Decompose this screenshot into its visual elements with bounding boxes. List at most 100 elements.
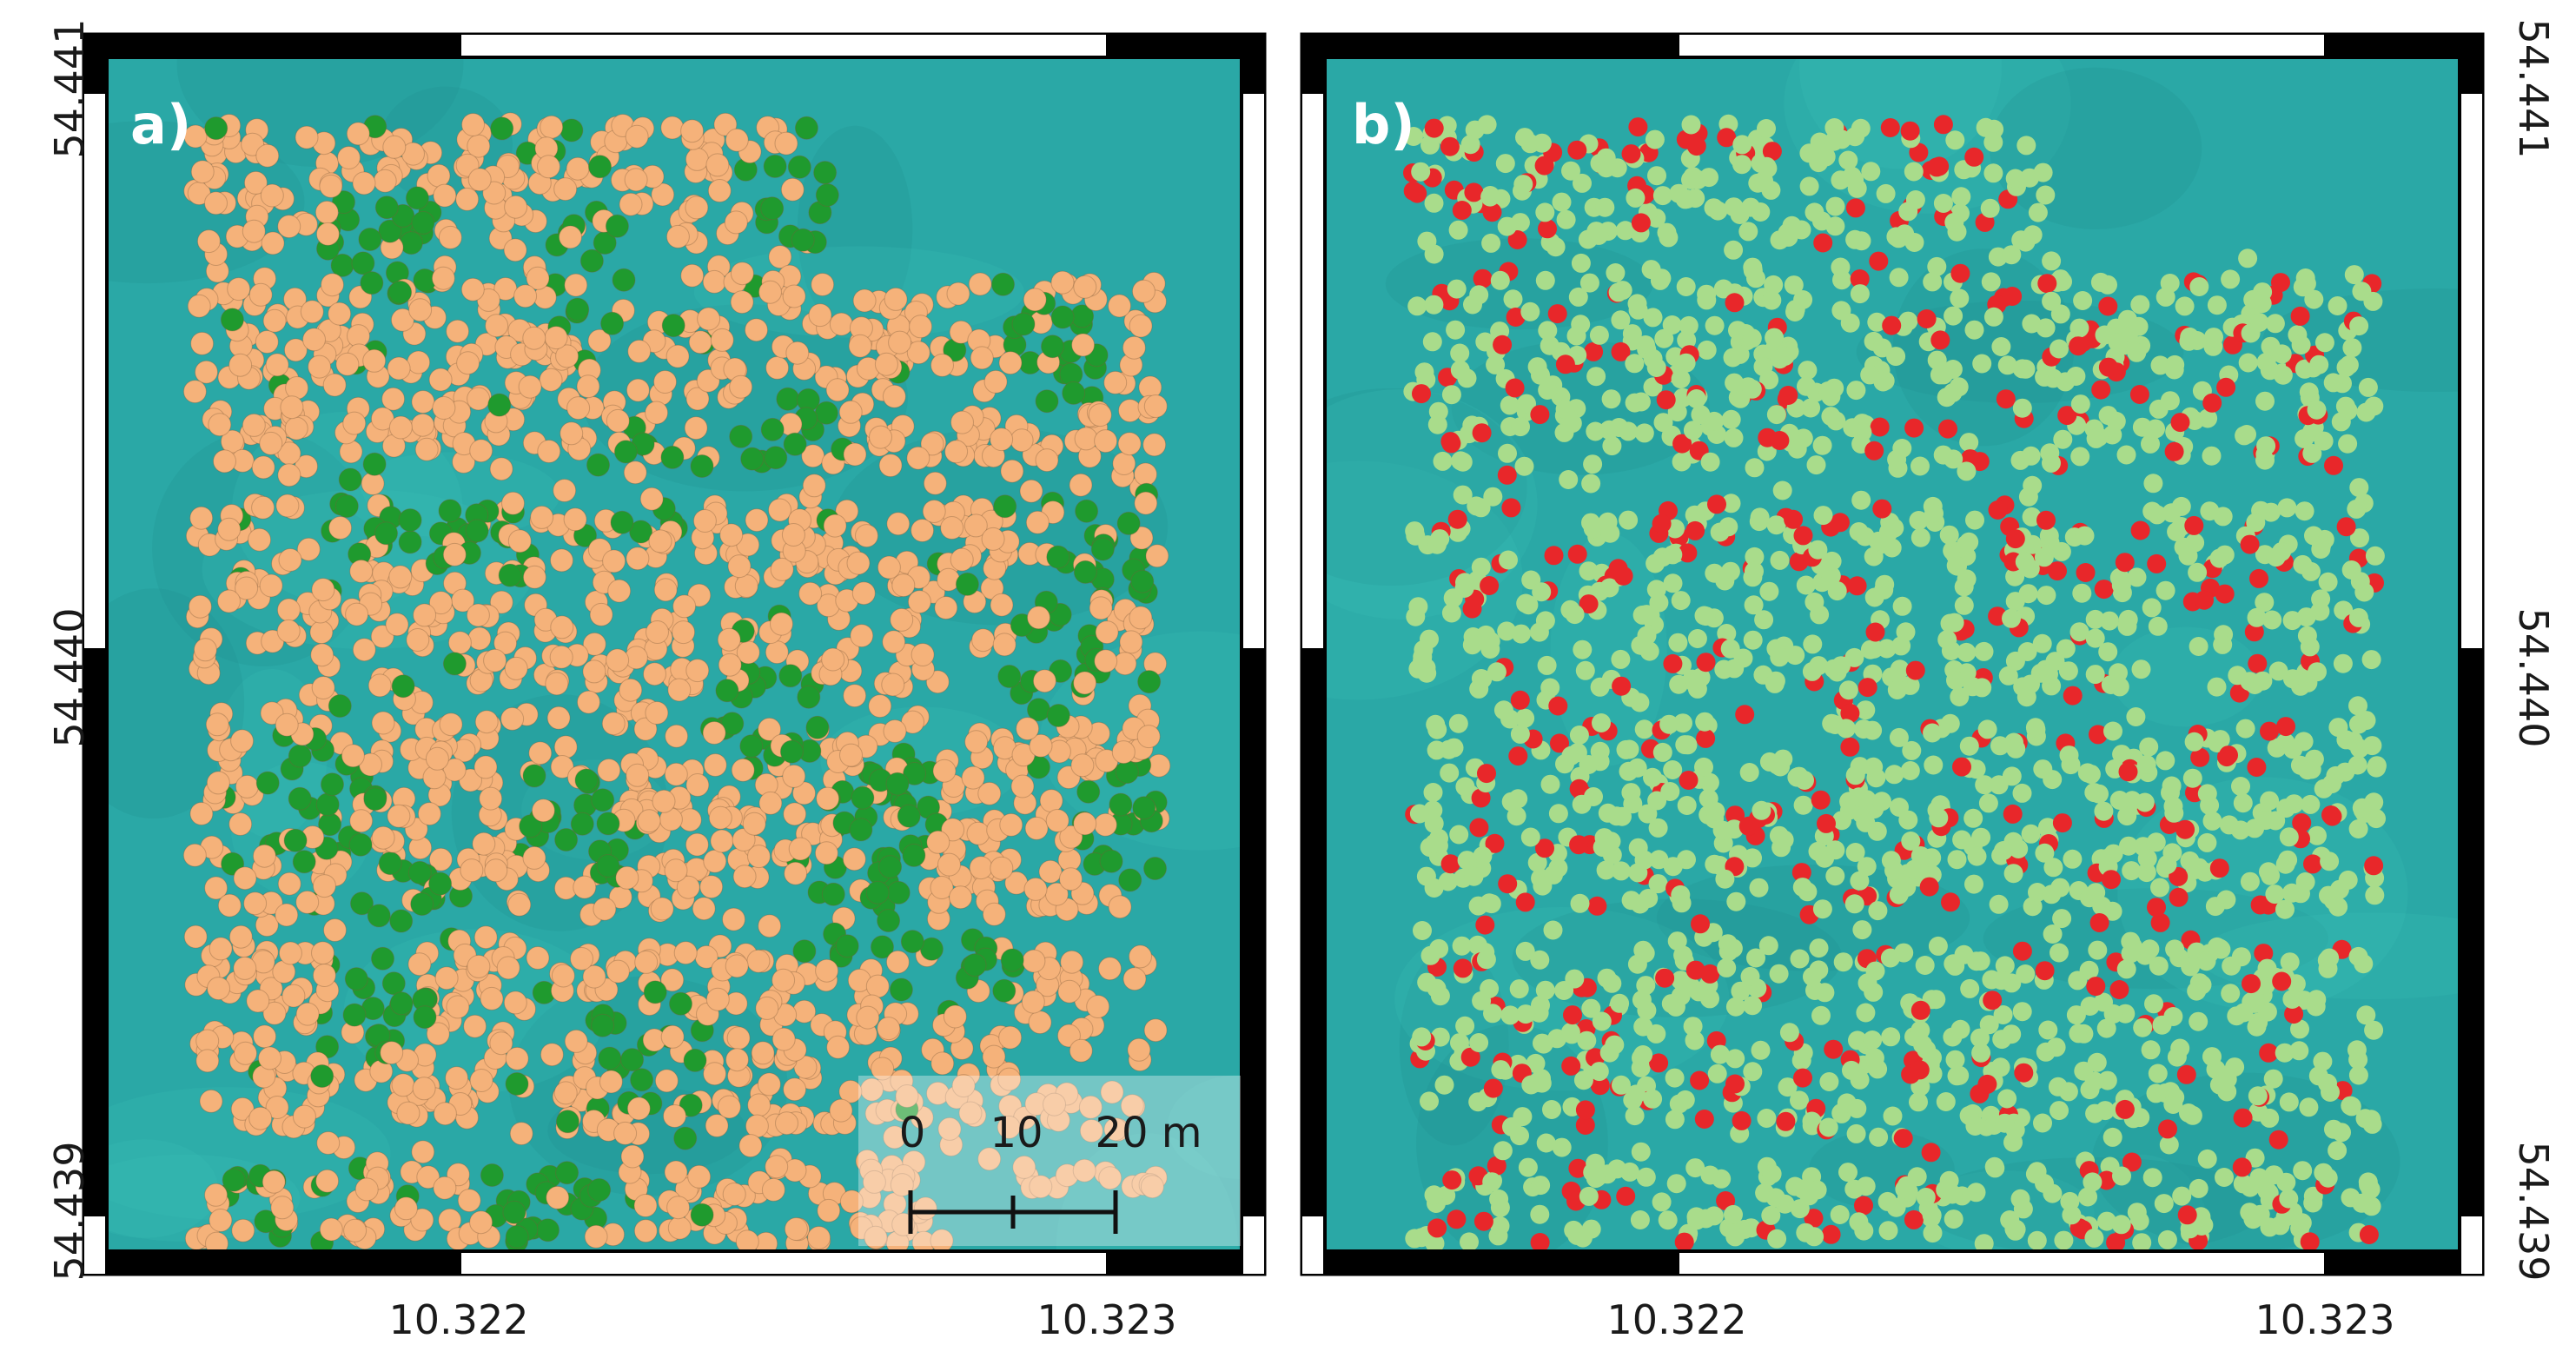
panel-b-marker-class-0 [1673,945,1693,965]
panel-a-marker-class-1 [344,967,368,991]
panel-a-marker-class-0 [277,871,301,896]
panel-b-marker-class-0 [1491,1060,1511,1080]
panel-b-marker-class-0 [1959,736,1979,756]
panel-a-marker-class-0 [489,590,513,614]
panel-a-marker-class-0 [255,330,279,354]
panel-b-marker-class-0 [1887,449,1907,469]
panel-b-marker-class-0 [1427,414,1447,434]
panel-b-marker-class-0 [2189,858,2209,878]
panel-b-marker-class-0 [1979,1015,1999,1035]
panel-a-marker-class-0 [349,809,374,833]
panel-b-marker-class-0 [2075,526,2095,546]
panel-a-marker-class-0 [550,755,574,779]
panel-a-marker-class-0 [606,408,630,433]
panel-b-marker-class-0 [1669,674,1689,694]
panel-a-marker-class-0 [648,529,672,553]
panel-b-marker-class-0 [2221,269,2241,289]
panel-a-marker-class-0 [445,1066,469,1090]
panel-b-marker-class-0 [1765,673,1785,693]
panel-a-marker-class-0 [883,1125,907,1150]
panel-b-marker-class-0 [2318,958,2338,978]
panel-a-marker-class-0 [204,876,228,900]
panel-a-marker-class-0 [730,290,754,315]
panel-a-marker-class-0 [672,620,696,645]
panel-b-marker-class-0 [2051,541,2071,561]
panel-b-marker-class-0 [1666,1174,1686,1194]
panel-b-marker-class-0 [2111,575,2131,595]
panel-b-marker-class-0 [2255,975,2275,995]
panel-a-marker-class-0 [755,996,779,1020]
panel-a-marker-class-0 [977,1147,1002,1171]
panel-b-marker-class-0 [1718,517,1738,537]
panel-b-marker-class-0 [2042,251,2062,271]
panel-b-marker-class-0 [2243,1209,2263,1229]
panel-a-marker-class-0 [782,764,806,788]
panel-a-marker-class-0 [466,603,490,627]
panel-b-marker-class-0 [2189,277,2209,296]
panel-b-marker-class-0 [1867,312,1887,332]
panel-b-marker-class-0 [2268,661,2288,681]
panel-a-marker-class-1 [438,499,462,523]
panel-b-marker-class-0 [2066,1005,2086,1025]
panel-a-lon-label-10-322: 10.322 [389,1296,529,1343]
panel-b-marker-class-0 [1540,774,1560,794]
panel-b-marker-class-0 [1945,956,1965,976]
panel-b-marker-class-0 [2208,733,2227,752]
panel-b-marker-class-0 [2364,396,2384,416]
panel-a-marker-class-1 [487,393,512,417]
panel-b-marker-class-0 [2189,637,2208,656]
panel-a-marker-class-0 [774,131,798,156]
panel-b-marker-class-0 [1957,461,1977,481]
panel-a-marker-class-0 [958,1101,983,1125]
panel-a-marker-class-0 [619,678,643,702]
panel-a-marker-class-0 [1029,733,1053,758]
panel-a-marker-class-0 [281,984,306,1008]
panel-b-marker-class-0 [1997,1089,2017,1109]
panel-a-marker-class-0 [563,507,587,532]
panel-b-marker-class-0 [1886,1197,1906,1217]
panel-b-marker-class-0 [1665,1068,1685,1088]
panel-a-marker-class-1 [315,792,340,817]
panel-b-marker-class-0 [1487,662,1507,682]
panel-b-marker-class-0 [1974,641,1994,661]
panel-b-marker-class-0 [2022,507,2042,527]
panel-a-marker-class-1 [1073,560,1097,584]
panel-a-marker-class-0 [1038,859,1063,884]
panel-a-marker-class-0 [725,1048,749,1072]
panel-b-marker-class-0 [1743,1062,1763,1082]
panel-a-marker-class-0 [446,995,470,1019]
panel-b-marker-class-0 [2349,316,2369,336]
panel-a-marker-class-0 [1129,526,1154,550]
panel-b-marker-class-1 [1452,201,1472,220]
panel-b-marker-class-0 [1864,547,1884,567]
panel-b-marker-class-0 [1648,874,1668,894]
panel-b-marker-class-1 [1652,514,1672,533]
panel-b-marker-class-0 [1652,1192,1672,1212]
panel-a-marker-class-0 [553,177,578,202]
panel-a-marker-class-0 [1022,949,1046,973]
panel-a-marker-class-0 [209,1209,233,1232]
panel-a-marker-class-0 [385,613,409,637]
panel-a-marker-class-0 [946,282,970,306]
panel-b-marker-class-1 [1905,660,1925,680]
panel-a-marker-class-0 [573,875,597,899]
panel-b-marker-class-1 [1534,156,1554,176]
panel-b-marker-class-0 [1626,1084,1646,1104]
panel-a-marker-class-0 [1045,809,1069,832]
panel-a-marker-class-0 [315,200,339,224]
panel-a-marker-class-0 [751,1041,775,1065]
panel-b-marker-class-0 [1414,639,1434,659]
panel-b-marker-class-1 [1611,341,1631,361]
panel-a-marker-class-0 [685,195,709,220]
panel-a-marker-class-0 [190,160,215,184]
panel-a-marker-class-1 [715,679,739,703]
panel-b-marker-class-0 [1697,290,1717,310]
panel-a-marker-class-1 [851,785,875,810]
panel-a-marker-class-0 [997,1067,1022,1091]
panel-a-marker-class-0 [634,950,659,974]
panel-a-marker-class-0 [846,551,871,575]
panel-b-marker-class-0 [1552,192,1572,212]
panel-b-marker-class-0 [2116,445,2136,465]
panel-b-marker-class-0 [1427,978,1447,998]
panel-a-marker-class-1 [792,939,817,964]
